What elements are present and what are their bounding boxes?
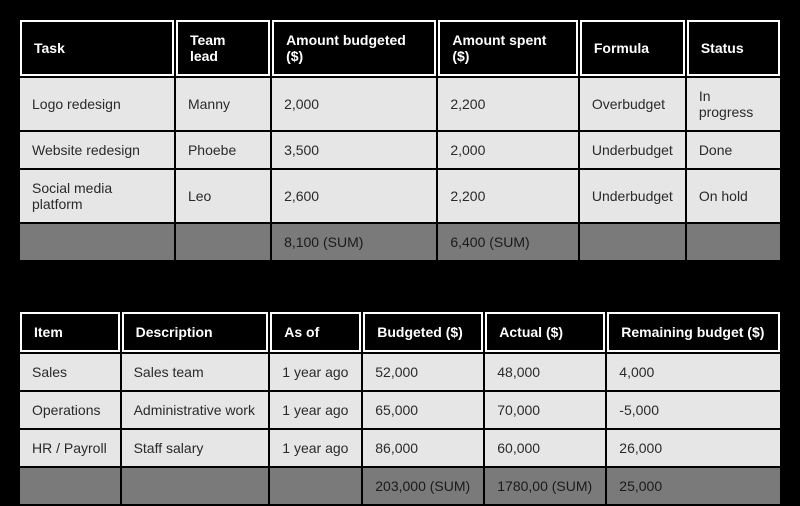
col-team-lead: Team lead	[176, 20, 270, 76]
budget-tasks-table: Task Team lead Amount budgeted ($) Amoun…	[18, 18, 782, 262]
cell-description: Administrative work	[122, 392, 269, 428]
col-amount-budgeted: Amount budgeted ($)	[272, 20, 436, 76]
cell-formula: Overbudget	[580, 78, 685, 130]
table-row: Sales Sales team 1 year ago 52,000 48,00…	[20, 354, 780, 390]
col-budgeted: Budgeted ($)	[363, 312, 483, 352]
cell-remaining: 26,000	[607, 430, 780, 466]
cell-status: In progress	[687, 78, 780, 130]
table-row: HR / Payroll Staff salary 1 year ago 86,…	[20, 430, 780, 466]
col-item: Item	[20, 312, 120, 352]
cell-asof: 1 year ago	[270, 354, 361, 390]
table-header-row: Item Description As of Budgeted ($) Actu…	[20, 312, 780, 352]
sum-remaining: 25,000	[607, 468, 780, 504]
table-header-row: Task Team lead Amount budgeted ($) Amoun…	[20, 20, 780, 76]
cell-status: On hold	[687, 170, 780, 222]
sum-cell	[20, 224, 174, 260]
cell-item: Operations	[20, 392, 120, 428]
cell-budgeted: 86,000	[363, 430, 483, 466]
sum-budgeted: 8,100 (SUM)	[272, 224, 436, 260]
cell-spent: 2,200	[438, 170, 578, 222]
cell-task: Social media platform	[20, 170, 174, 222]
cell-remaining: -5,000	[607, 392, 780, 428]
table-sum-row: 203,000 (SUM) 1780,00 (SUM) 25,000	[20, 468, 780, 504]
cell-actual: 60,000	[485, 430, 605, 466]
col-description: Description	[122, 312, 269, 352]
col-actual: Actual ($)	[485, 312, 605, 352]
cell-formula: Underbudget	[580, 170, 685, 222]
cell-team-lead: Phoebe	[176, 132, 270, 168]
col-remaining: Remaining budget ($)	[607, 312, 780, 352]
cell-team-lead: Manny	[176, 78, 270, 130]
cell-description: Sales team	[122, 354, 269, 390]
sum-actual: 1780,00 (SUM)	[485, 468, 605, 504]
cell-spent: 2,000	[438, 132, 578, 168]
col-status: Status	[687, 20, 780, 76]
cell-team-lead: Leo	[176, 170, 270, 222]
table-row: Social media platform Leo 2,600 2,200 Un…	[20, 170, 780, 222]
cell-budgeted: 2,000	[272, 78, 436, 130]
sum-cell	[176, 224, 270, 260]
sum-cell	[20, 468, 120, 504]
cell-actual: 48,000	[485, 354, 605, 390]
sum-spent: 6,400 (SUM)	[438, 224, 578, 260]
sum-cell	[687, 224, 780, 260]
cell-item: HR / Payroll	[20, 430, 120, 466]
sum-budgeted: 203,000 (SUM)	[363, 468, 483, 504]
cell-budgeted: 65,000	[363, 392, 483, 428]
col-amount-spent: Amount spent ($)	[438, 20, 578, 76]
cell-spent: 2,200	[438, 78, 578, 130]
table-row: Logo redesign Manny 2,000 2,200 Overbudg…	[20, 78, 780, 130]
cell-formula: Underbudget	[580, 132, 685, 168]
cell-item: Sales	[20, 354, 120, 390]
sum-cell	[122, 468, 269, 504]
budget-items-table: Item Description As of Budgeted ($) Actu…	[18, 310, 782, 506]
cell-status: Done	[687, 132, 780, 168]
sum-cell	[270, 468, 361, 504]
cell-description: Staff salary	[122, 430, 269, 466]
cell-task: Website redesign	[20, 132, 174, 168]
col-as-of: As of	[270, 312, 361, 352]
table-row: Operations Administrative work 1 year ag…	[20, 392, 780, 428]
cell-actual: 70,000	[485, 392, 605, 428]
cell-task: Logo redesign	[20, 78, 174, 130]
cell-budgeted: 52,000	[363, 354, 483, 390]
table-row: Website redesign Phoebe 3,500 2,000 Unde…	[20, 132, 780, 168]
cell-asof: 1 year ago	[270, 430, 361, 466]
sum-cell	[580, 224, 685, 260]
cell-remaining: 4,000	[607, 354, 780, 390]
col-formula: Formula	[580, 20, 685, 76]
table-sum-row: 8,100 (SUM) 6,400 (SUM)	[20, 224, 780, 260]
cell-asof: 1 year ago	[270, 392, 361, 428]
cell-budgeted: 2,600	[272, 170, 436, 222]
cell-budgeted: 3,500	[272, 132, 436, 168]
col-task: Task	[20, 20, 174, 76]
